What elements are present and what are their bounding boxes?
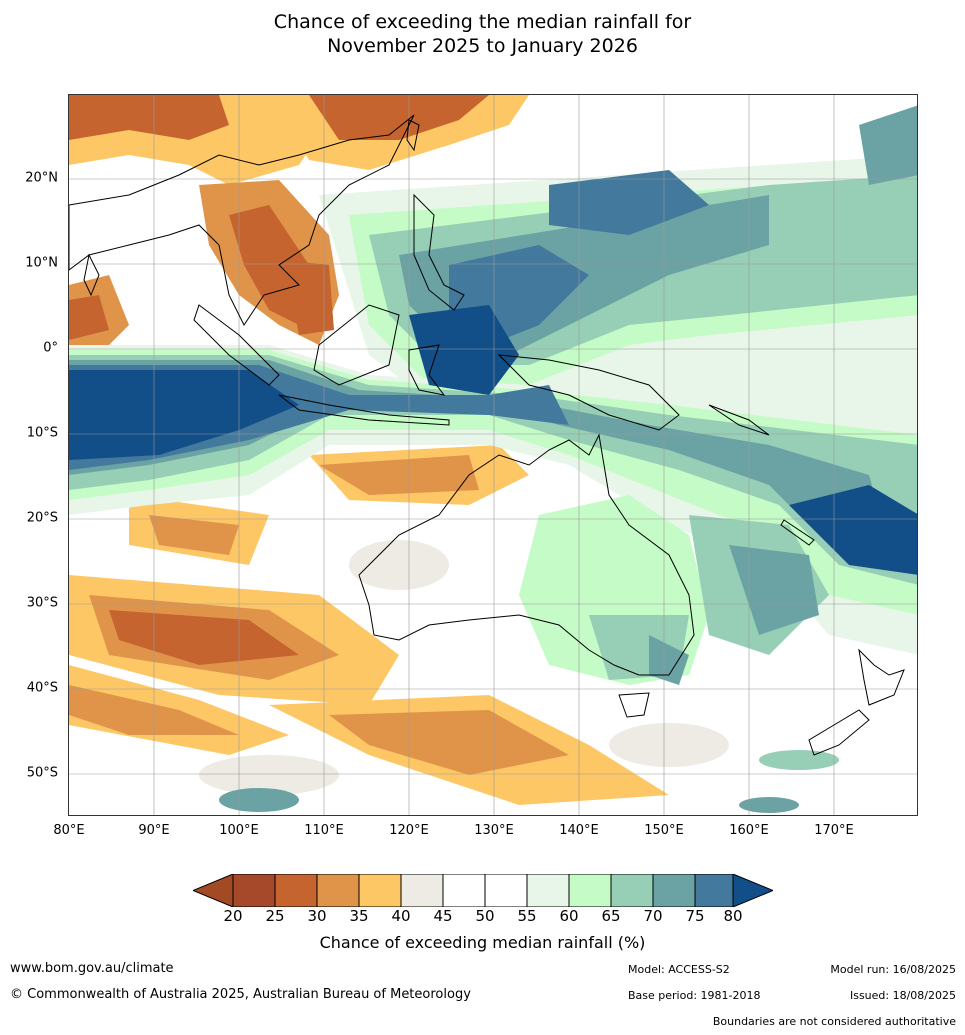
colorbar-swatch-60-65 <box>568 874 612 907</box>
lon-label-170e: 170°E <box>814 823 854 838</box>
colorbar-swatch-40-45 <box>400 874 444 907</box>
website-link[interactable]: www.bom.gov.au/climate <box>10 961 174 976</box>
colorbar-swatch-70-75 <box>652 874 696 907</box>
colorbar-swatch-50-55 <box>484 874 528 907</box>
colorbar-tick-65: 65 <box>601 907 621 925</box>
colorbar-swatch-55-60 <box>526 874 570 907</box>
colorbar-tick-55: 55 <box>517 907 537 925</box>
new-caledonia-coastline <box>780 519 815 546</box>
se-asia-coastline <box>69 114 415 326</box>
colorbar-swatch-20-25 <box>232 874 276 907</box>
lon-label-120e: 120°E <box>389 823 429 838</box>
new-guinea-coastline <box>497 354 680 431</box>
colorbar-swatch-25-30 <box>274 874 318 907</box>
colorbar-tick-60: 60 <box>559 907 579 925</box>
map-canvas <box>69 95 917 815</box>
rainfall-outlook-map <box>68 94 918 816</box>
colorbar-swatch-30-35 <box>316 874 360 907</box>
colorbar-tick-30: 30 <box>307 907 327 925</box>
title-line-1: Chance of exceeding the median rainfall … <box>273 11 692 33</box>
sulawesi-coastline <box>408 344 446 396</box>
base-period: Base period: 1981-2018 <box>628 989 761 1002</box>
wet-regions <box>69 105 917 813</box>
new-zealand-south-coastline <box>808 709 870 756</box>
lon-label-90e: 90°E <box>138 823 170 838</box>
lon-label-150e: 150°E <box>644 823 684 838</box>
colorbar-tick-20: 20 <box>223 907 243 925</box>
copyright-text: © Commonwealth of Australia 2025, Austra… <box>10 987 471 1002</box>
colorbar-tick-40: 40 <box>391 907 411 925</box>
australia-coastline <box>358 433 695 676</box>
colorbar-tick-75: 75 <box>685 907 705 925</box>
sumatra-coastline <box>193 304 280 386</box>
sri-lanka-coastline <box>83 253 100 297</box>
colorbar-swatch-65-70 <box>610 874 654 907</box>
title-line-2: November 2025 to January 2026 <box>327 35 638 57</box>
map-title: Chance of exceeding the median rainfall … <box>0 10 965 58</box>
tasmania-coastline <box>618 692 650 718</box>
boundaries-note: Boundaries are not considered authoritat… <box>712 1015 956 1028</box>
colorbar-tick-25: 25 <box>265 907 285 925</box>
new-zealand-north-coastline <box>858 648 905 706</box>
lat-label-30s: 30°S <box>26 595 58 611</box>
java-coastline <box>278 394 450 426</box>
lat-label-20s: 20°S <box>26 510 58 526</box>
colorbar-tick-70: 70 <box>643 907 663 925</box>
colorbar-extend-low <box>193 874 234 907</box>
lon-label-100e: 100°E <box>219 823 259 838</box>
colorbar-swatch-35-40 <box>358 874 402 907</box>
colorbar-tick-45: 45 <box>433 907 453 925</box>
colorbar-swatch-75-80 <box>694 874 734 907</box>
lat-label-0: 0° <box>43 340 58 356</box>
model-run-date: Model run: 16/08/2025 <box>830 963 956 976</box>
lon-label-110e: 110°E <box>304 823 344 838</box>
graticule <box>69 95 917 815</box>
solomon-islands-coastline <box>708 404 770 436</box>
lon-label-80e: 80°E <box>53 823 85 838</box>
lon-label-130e: 130°E <box>474 823 514 838</box>
borneo-coastline <box>313 304 400 386</box>
colorbar-label: Chance of exceeding median rainfall (%) <box>319 933 646 952</box>
lat-label-20n: 20°N <box>25 170 58 186</box>
lat-label-10s: 10°S <box>26 425 58 441</box>
colorbar-swatch-45-50 <box>442 874 486 907</box>
lat-label-50s: 50°S <box>26 765 58 781</box>
colorbar-extend-high <box>732 874 773 907</box>
colorbar <box>193 874 773 907</box>
colorbar-tick-50: 50 <box>475 907 495 925</box>
lat-label-40s: 40°S <box>26 680 58 696</box>
issued-date: Issued: 18/08/2025 <box>849 989 956 1002</box>
coastlines <box>69 114 905 756</box>
lon-label-140e: 140°E <box>559 823 599 838</box>
colorbar-tick-80: 80 <box>723 907 743 925</box>
colorbar-tick-35: 35 <box>349 907 369 925</box>
philippines-coastline <box>413 193 465 311</box>
taiwan-coastline <box>406 119 420 152</box>
lon-label-160e: 160°E <box>729 823 769 838</box>
model-name: Model: ACCESS-S2 <box>628 963 730 976</box>
lat-label-10n: 10°N <box>25 255 58 271</box>
